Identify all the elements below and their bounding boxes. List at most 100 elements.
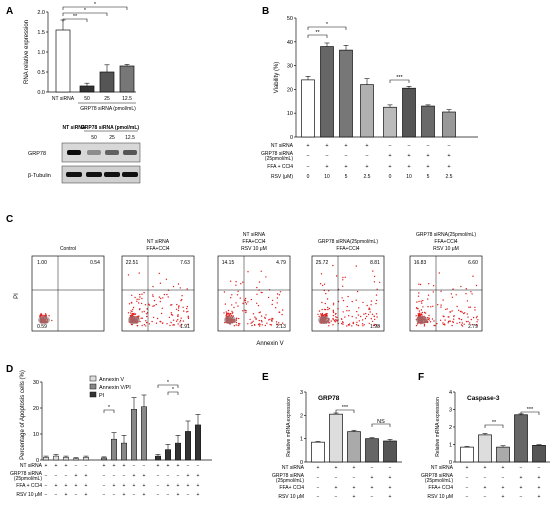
flow-event-dot: [341, 322, 343, 325]
panel-d-sign: +: [197, 473, 200, 479]
panel-a-bar: [99, 71, 115, 93]
flow-event-dot: [475, 317, 478, 319]
flow-event-dot: [235, 321, 238, 324]
flow-event-dot: [355, 299, 357, 301]
flow-event-dot: [474, 306, 476, 309]
flow-event-dot: [170, 313, 173, 316]
flow-event-dot: [162, 322, 164, 324]
flow-event-dot: [452, 321, 454, 324]
panel-b-sign: −: [344, 153, 347, 159]
panel-e-title: GRP78: [318, 395, 340, 402]
flow-event-dot: [423, 311, 426, 314]
panel-e-sign: −: [371, 465, 374, 471]
panel-f-row-label: RSV 10 μM: [427, 494, 453, 500]
flow-event-dot: [460, 324, 463, 326]
flow-event-dot: [269, 323, 271, 326]
flow-event-dot: [342, 285, 344, 287]
panel-b-sign: +: [407, 153, 410, 159]
flow-event-dot: [148, 304, 151, 306]
flow-event-dot: [440, 290, 442, 292]
panel-f-row-label: GRP78 siRNA: [421, 473, 454, 479]
panel-b-sign: −: [306, 153, 309, 159]
flow-event-dot: [268, 319, 270, 321]
flow-event-dot: [227, 309, 230, 312]
flow-event-dot: [146, 308, 148, 310]
flow-event-dot: [365, 312, 367, 315]
flow-event-dot: [254, 316, 256, 318]
flow-event-dot: [225, 315, 227, 317]
flow-event-dot: [146, 322, 148, 324]
flow-event-dot: [131, 323, 133, 326]
flow-event-dot: [259, 311, 261, 313]
flow-event-dot: [156, 317, 159, 320]
flow-event-dot: [169, 324, 171, 327]
flow-event-dot: [436, 322, 438, 325]
panel-d-sign: −: [113, 473, 116, 479]
flow-event-dot: [336, 316, 338, 319]
flow-event-dot: [173, 324, 175, 326]
flow-event-dot: [364, 317, 367, 320]
flow-event-dot: [141, 324, 143, 327]
flow-event-dot: [162, 297, 164, 299]
flow-event-dot: [356, 321, 358, 323]
flow-event-dot: [419, 312, 421, 314]
panel-d-sign: +: [85, 492, 88, 498]
flow-event-dot: [240, 283, 242, 285]
flow-event-dot: [447, 316, 449, 318]
panel-f-sig-label: ***: [527, 407, 534, 413]
flow-event-dot: [247, 271, 249, 273]
flow-event-dot: [170, 321, 172, 324]
flow-event-dot: [368, 308, 370, 310]
flow-event-dot: [244, 301, 247, 304]
panel-a-y-tick-label: 1.5: [37, 30, 45, 36]
flow-event-dot: [422, 299, 424, 302]
flow-event-dot: [451, 324, 453, 327]
panel-e-sign: −: [371, 494, 374, 500]
flow-event-dot: [376, 288, 378, 290]
flow-event-dot: [357, 324, 360, 327]
panel-b-sign: +: [306, 143, 309, 149]
flow-event-dot: [140, 317, 142, 319]
flow-event-dot: [247, 301, 249, 303]
panel-b-rsv-value: 0: [307, 174, 310, 180]
flow-event-dot: [332, 264, 334, 267]
flow-event-dot: [421, 302, 423, 304]
flow-event-dot: [447, 322, 449, 324]
panel-f-sign: −: [484, 475, 487, 481]
blot-dose-label: 25: [109, 135, 115, 141]
flow-event-dot: [186, 305, 189, 308]
flow-event-dot: [257, 304, 260, 307]
flow-event-dot: [180, 317, 182, 319]
flow-event-dot: [448, 320, 450, 322]
flow-event-dot: [182, 320, 185, 322]
flow-event-dot: [251, 324, 253, 327]
flow-event-dot: [148, 323, 151, 325]
flow-event-dot: [179, 321, 181, 323]
flow-event-dot: [42, 314, 44, 316]
flow-event-dot: [432, 285, 435, 287]
flow-event-dot: [420, 309, 423, 311]
flow-event-dot: [267, 296, 270, 299]
panel-e-bar: [311, 441, 325, 463]
panel-f-sign: −: [538, 465, 541, 471]
panel-f-bar: [460, 446, 474, 463]
flow-plot-title: NT siRNA: [147, 239, 170, 245]
flow-event-dot: [341, 318, 343, 320]
blot-band-grp78: [87, 150, 101, 155]
flow-event-dot: [328, 290, 330, 292]
flow-event-dot: [152, 285, 154, 288]
flow-event-dot: [467, 316, 469, 318]
flow-event-dot: [261, 321, 263, 323]
panel-b-sign: +: [344, 164, 347, 170]
panel-a-sig-label: **: [73, 14, 78, 20]
flow-plot-title: Control: [60, 246, 76, 252]
panel-f-sign: +: [484, 485, 487, 491]
flow-event-dot: [183, 310, 185, 312]
flow-event-dot: [433, 320, 435, 322]
flow-event-dot: [131, 302, 133, 304]
panel-b-sign: +: [426, 164, 429, 170]
flow-event-dot: [245, 311, 247, 314]
flow-event-dot: [376, 316, 378, 318]
panel-e-sign: +: [353, 494, 356, 500]
panel-e-row-label: FFA+ CCl4: [279, 485, 304, 491]
